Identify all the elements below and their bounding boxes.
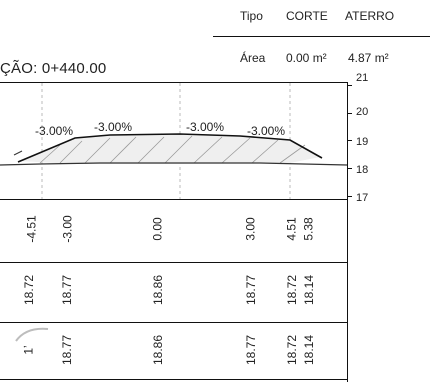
elevation-value: 18.77	[244, 274, 259, 306]
frame-right-line	[347, 82, 348, 382]
row-divider-1	[0, 199, 348, 200]
row-divider-2	[0, 262, 348, 263]
elevation-value: 1ʼ	[21, 345, 36, 355]
terrain-profile	[0, 162, 347, 166]
slope-label-3: -3.00%	[186, 120, 225, 134]
offset-value: 5.38	[301, 217, 316, 241]
axis-tick-20	[347, 113, 352, 114]
elevation-value: 18.86	[151, 334, 166, 366]
elevation-value: 18.14	[302, 334, 317, 366]
axis-tick-17	[347, 196, 352, 197]
offset-value: -3.00	[60, 215, 75, 243]
elevation-value: 18.72	[285, 274, 300, 306]
row-divider-3	[0, 322, 348, 323]
offset-value: -4.51	[24, 215, 39, 243]
fill-hatch	[39, 135, 306, 164]
area-label: Área	[240, 51, 266, 65]
elevation-value: 18.14	[302, 274, 317, 306]
shoulder-marker	[13, 150, 23, 156]
elevation-value: 18.77	[244, 334, 259, 366]
offset-value: 0.00	[150, 217, 165, 241]
elevation-value: 18.72	[22, 274, 37, 306]
section-title: ÇÃO: 0+440.00	[0, 60, 107, 77]
elevation-value: 18.72	[285, 334, 300, 366]
tipo-label: Tipo	[240, 9, 263, 23]
fill-area	[18, 134, 320, 164]
offset-value: 4.51	[284, 217, 299, 241]
axis-label-21: 21	[356, 72, 369, 84]
offset-value: 3.00	[243, 217, 258, 241]
design-profile	[17, 133, 323, 163]
axis-label-18: 18	[356, 164, 369, 176]
slope-label-2: -3.00%	[94, 120, 133, 134]
elevation-value: 18.77	[60, 334, 75, 366]
elevation-value: 18.86	[151, 274, 166, 306]
cross-section-drawing	[0, 83, 347, 199]
elevation-value: 18.77	[60, 274, 75, 306]
axis-tick-19	[347, 140, 352, 141]
slope-label-4: -3.00%	[247, 124, 286, 138]
axis-label-17: 17	[356, 192, 369, 204]
axis-label-19: 19	[356, 136, 369, 148]
slope-label-1: -3.00%	[35, 124, 74, 138]
axis-label-20: 20	[356, 106, 369, 118]
corte-label: CORTE	[286, 9, 328, 23]
frame-top-line	[0, 82, 348, 83]
aterro-area-value: 4.87 m²	[348, 51, 389, 65]
header-divider	[213, 36, 430, 37]
corte-area-value: 0.00 m²	[286, 51, 327, 65]
paper-fold-mark	[15, 327, 49, 342]
axis-tick-21	[347, 85, 352, 86]
aterro-label: ATERRO	[345, 9, 395, 23]
row-divider-4	[0, 379, 348, 380]
axis-tick-18	[347, 168, 352, 169]
